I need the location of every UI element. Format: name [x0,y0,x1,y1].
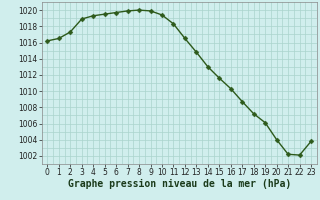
X-axis label: Graphe pression niveau de la mer (hPa): Graphe pression niveau de la mer (hPa) [68,179,291,189]
